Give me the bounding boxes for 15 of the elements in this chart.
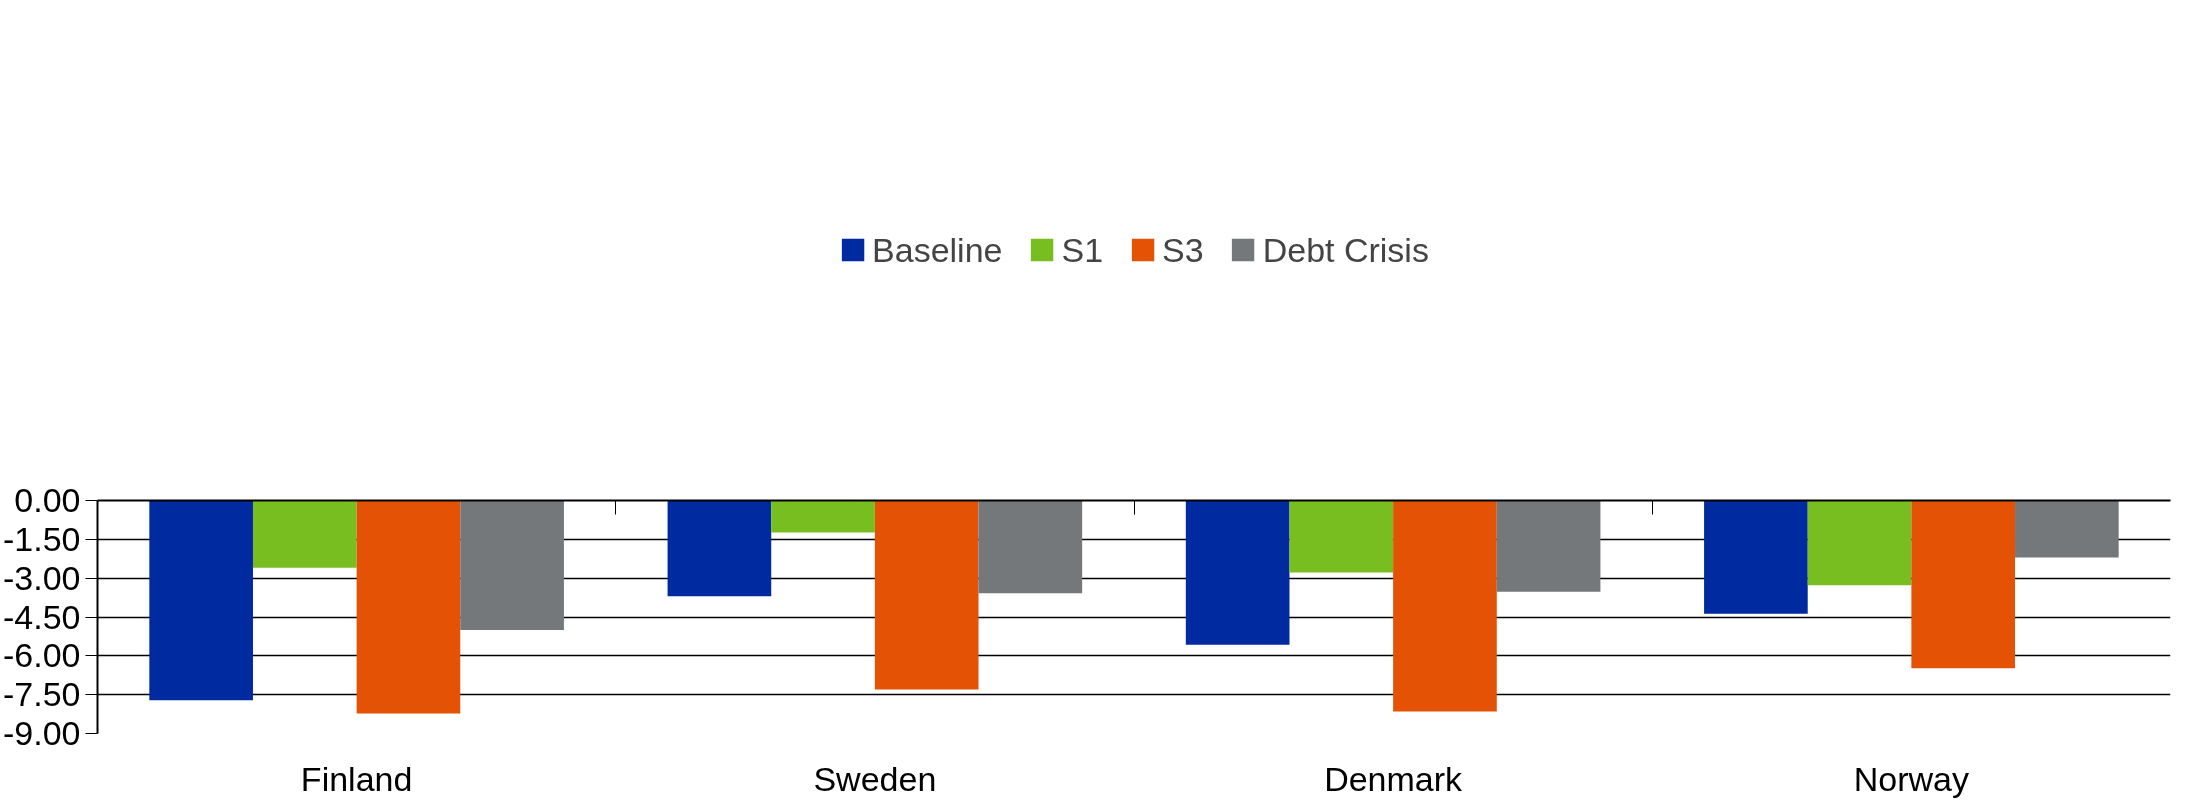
y-tick-label: 0.00 bbox=[14, 481, 81, 519]
legend-label: S3 bbox=[1162, 230, 1204, 270]
legend-label: Debt Crisis bbox=[1262, 230, 1429, 270]
y-tick-label: -4.50 bbox=[3, 597, 81, 636]
x-tick-label: Finland bbox=[300, 759, 413, 798]
x-tick-label: Norway bbox=[1853, 759, 1969, 798]
legend-label: S1 bbox=[1061, 230, 1104, 270]
x-tick-label: Sweden bbox=[813, 759, 937, 798]
legend-label: Baseline bbox=[872, 230, 1003, 270]
y-tick-label: -1.50 bbox=[3, 519, 81, 558]
y-tick-label: -7.50 bbox=[3, 675, 81, 714]
y-tick-label: -3.00 bbox=[3, 558, 81, 597]
x-tick-label: Denmark bbox=[1324, 759, 1464, 798]
y-tick-label: -9.00 bbox=[3, 714, 81, 752]
y-tick-label: -6.00 bbox=[3, 636, 81, 675]
